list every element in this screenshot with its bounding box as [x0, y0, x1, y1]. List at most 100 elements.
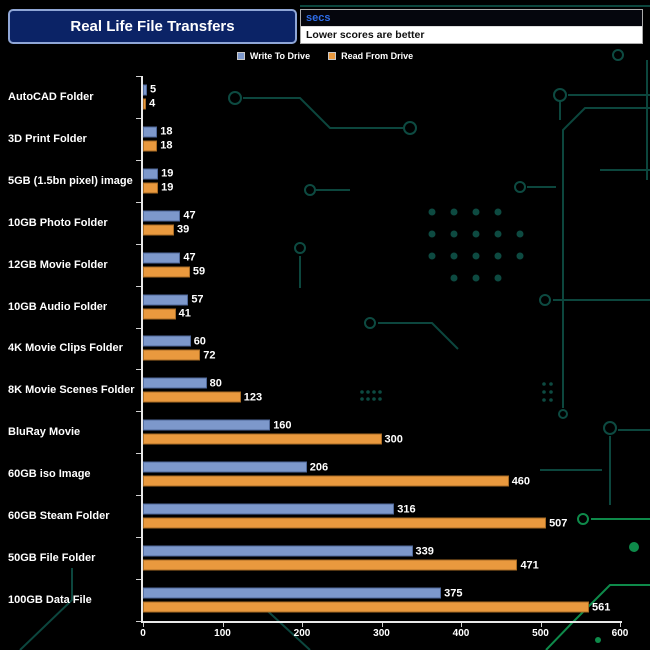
bar-write-to-drive: 160 [143, 419, 292, 431]
legend-label: Read From Drive [341, 51, 414, 61]
value-label: 57 [191, 293, 204, 306]
x-tick-label: 300 [373, 628, 390, 639]
y-tick-mark [136, 243, 141, 245]
bar-group: 19 19 [143, 168, 173, 194]
chart-row: 10GB Photo Folder 47 39 [0, 202, 650, 244]
value-label: 41 [178, 307, 191, 320]
chart-row: 100GB Data File 375 561 [0, 579, 650, 621]
bar-write-to-drive: 375 [143, 587, 462, 599]
value-label: 123 [243, 391, 263, 404]
y-tick-mark [136, 453, 141, 455]
y-tick-mark [136, 537, 141, 539]
bar-group: 47 59 [143, 252, 205, 278]
bar-write-to-drive: 316 [143, 503, 416, 515]
category-label: 60GB Steam Folder [8, 510, 110, 523]
category-label: 100GB Data File [8, 594, 92, 607]
chart-title: Real Life File Transfers [70, 18, 235, 35]
chart-row: 4K Movie Clips Folder 60 72 [0, 328, 650, 370]
value-label: 47 [183, 251, 196, 264]
value-label: 19 [161, 181, 174, 194]
bar-write-to-drive: 80 [143, 377, 222, 389]
chart-row: 60GB iso Image 206 460 [0, 453, 650, 495]
chart-row: 3D Print Folder 18 18 [0, 118, 650, 160]
y-tick-mark [136, 117, 141, 119]
chart-row: BluRay Movie 160 300 [0, 411, 650, 453]
legend-item: Read From Drive [328, 51, 413, 61]
bar-group: 47 39 [143, 210, 196, 236]
value-label: 18 [160, 139, 173, 152]
category-label: 4K Movie Clips Folder [8, 342, 123, 355]
bar-read-from-drive: 561 [143, 601, 610, 613]
y-axis-line [141, 76, 143, 623]
subtitle-row: Lower scores are better [301, 27, 642, 43]
bar-write-to-drive: 19 [143, 168, 173, 180]
value-label: 561 [591, 601, 611, 614]
value-label: 39 [177, 223, 190, 236]
y-tick-mark [136, 495, 141, 497]
chart-row: 5GB (1.5bn pixel) image 19 19 [0, 160, 650, 202]
chart-row: 8K Movie Scenes Folder 80 123 [0, 369, 650, 411]
bar-read-from-drive: 18 [143, 140, 173, 152]
category-label: 50GB File Folder [8, 552, 96, 565]
bar-group: 80 123 [143, 377, 262, 403]
y-tick-mark [136, 285, 141, 287]
category-label: 12GB Movie Folder [8, 258, 108, 271]
bar-read-from-drive: 39 [143, 224, 189, 236]
legend: Write To Drive Read From Drive [0, 51, 650, 61]
value-label: 160 [273, 419, 292, 432]
category-label: 10GB Photo Folder [8, 216, 108, 229]
read-from-drive-swatch [328, 52, 337, 60]
bar-read-from-drive: 41 [143, 308, 191, 320]
bar-write-to-drive: 18 [143, 126, 173, 138]
bar-write-to-drive: 5 [143, 84, 156, 96]
x-tick-mark [222, 623, 224, 627]
x-tick-mark [143, 623, 144, 627]
x-tick-label: 400 [452, 628, 470, 639]
units-row: secs [301, 10, 642, 27]
bar-read-from-drive: 4 [143, 98, 155, 110]
bar-read-from-drive: 59 [143, 266, 205, 278]
units-label: secs [306, 12, 331, 24]
bar-read-from-drive: 471 [143, 559, 539, 571]
category-label: 3D Print Folder [8, 132, 87, 145]
bar-write-to-drive: 339 [143, 545, 434, 557]
value-label: 80 [209, 377, 222, 390]
value-label: 206 [309, 461, 329, 474]
chart-row: AutoCAD Folder 5 4 [0, 76, 650, 118]
bar-write-to-drive: 60 [143, 335, 206, 347]
bar-read-from-drive: 300 [143, 433, 403, 445]
bar-group: 339 471 [143, 545, 539, 571]
chart-row: 10GB Audio Folder 57 41 [0, 286, 650, 328]
y-tick-mark [136, 201, 141, 203]
bar-group: 375 561 [143, 587, 610, 613]
chart-row: 12GB Movie Folder 47 59 [0, 244, 650, 286]
legend-item: Write To Drive [236, 51, 310, 61]
category-label: 60GB iso Image [8, 468, 91, 481]
bar-read-from-drive: 123 [143, 391, 262, 403]
bar-write-to-drive: 206 [143, 461, 328, 473]
category-label: 5GB (1.5bn pixel) image [8, 174, 133, 187]
subtitle: Lower scores are better [306, 29, 425, 41]
value-label: 471 [520, 559, 539, 572]
bar-group: 316 507 [143, 503, 567, 529]
bar-read-from-drive: 460 [143, 475, 530, 487]
value-label: 300 [384, 433, 403, 446]
value-label: 72 [203, 349, 216, 362]
y-tick-mark [136, 369, 141, 371]
x-tick-mark [620, 623, 621, 627]
x-tick-label: 100 [214, 628, 231, 639]
x-tick-label: 500 [532, 628, 549, 639]
value-label: 507 [549, 517, 568, 530]
value-label: 460 [511, 475, 531, 488]
bar-group: 160 300 [143, 419, 403, 445]
value-label: 339 [415, 545, 434, 558]
x-axis-line [141, 621, 622, 623]
y-tick-mark [136, 621, 141, 622]
bar-group: 60 72 [143, 335, 215, 361]
bar-read-from-drive: 19 [143, 182, 173, 194]
x-tick-mark [540, 623, 542, 627]
category-label: 8K Movie Scenes Folder [8, 384, 135, 397]
